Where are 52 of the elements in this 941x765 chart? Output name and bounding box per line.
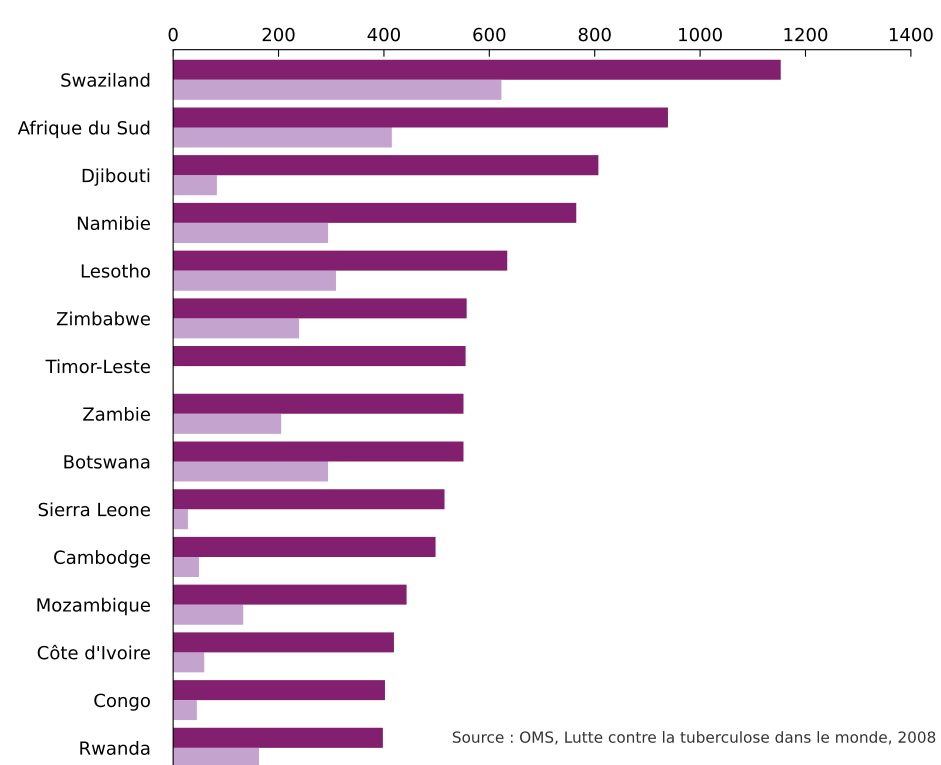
bar (173, 222, 328, 243)
bar (173, 298, 467, 318)
bar (173, 394, 464, 414)
x-tick-label: 600 (473, 28, 506, 42)
bar (173, 346, 466, 366)
y-tick-label: Zimbabwe (56, 312, 150, 326)
bar (173, 556, 199, 577)
x-tick-label: 1200 (784, 28, 828, 42)
bar (173, 489, 445, 510)
bar (173, 700, 197, 720)
y-tick-label: Zambie (83, 406, 150, 421)
bar (173, 536, 436, 557)
y-tick-label: Timor-Leste (46, 359, 150, 374)
y-tick-label: Botswana (64, 455, 150, 469)
y-tick-label: Lesotho (82, 264, 150, 278)
x-tick-label: 0 (168, 28, 178, 42)
bar (173, 318, 300, 338)
x-tick-label: 800 (578, 28, 611, 42)
bar (173, 441, 464, 462)
annotation: Source : OMS, Lutte contre la tuberculose dans le monde, 2008 (452, 731, 936, 744)
bar (173, 462, 328, 482)
bar (173, 270, 336, 291)
bar (173, 509, 188, 530)
bar (173, 604, 244, 625)
bar (173, 60, 781, 80)
y-tick-label: Afrique du Sud (18, 120, 150, 138)
bar (173, 652, 204, 672)
y-tick-label: Swaziland (61, 72, 150, 87)
bar (173, 680, 385, 700)
bar (173, 107, 668, 128)
y-tick-label: Congo (94, 694, 150, 711)
bar (173, 175, 217, 196)
x-tick-label: 1400 (890, 28, 933, 42)
x-tick-label: 1000 (679, 28, 722, 42)
y-tick-label: Namibie (78, 216, 150, 230)
y-tick-label: Côte d'Ivoire (38, 644, 150, 660)
bar (173, 202, 576, 223)
bar (173, 128, 392, 148)
bar (173, 414, 282, 434)
x-tick-label: 400 (368, 28, 400, 42)
y-tick-label: Djibouti (82, 168, 150, 186)
y-tick-label: Cambodge (54, 550, 150, 568)
y-tick-label: Sierra Leone (38, 502, 150, 516)
bar (173, 584, 407, 605)
bar (173, 155, 598, 176)
bar (173, 728, 383, 748)
bar (173, 80, 502, 100)
y-tick-label: Rwanda (80, 740, 150, 755)
bar (173, 250, 508, 271)
y-tick-label: Mozambique (37, 598, 150, 616)
bar (173, 632, 394, 652)
x-tick-label: 200 (262, 28, 295, 42)
